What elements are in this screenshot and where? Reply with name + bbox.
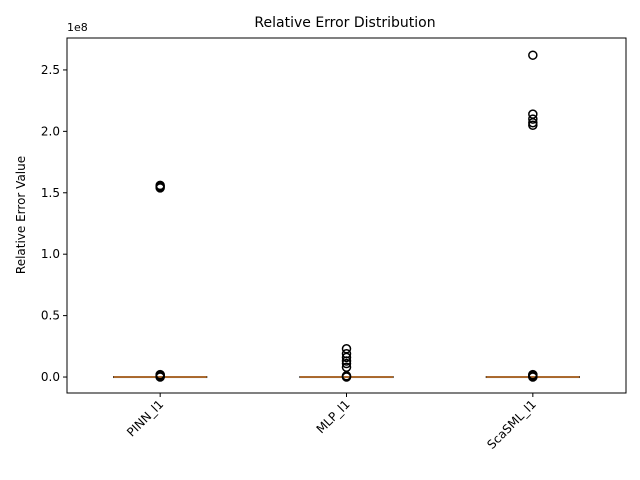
chart-title: Relative Error Distribution xyxy=(254,15,435,31)
outlier-point xyxy=(528,369,538,380)
y-axis-offset-label: 1e8 xyxy=(67,21,88,34)
y-tick-label: 1.5 xyxy=(41,186,60,200)
plot-area-frame xyxy=(66,37,627,394)
y-tick-label: 2.5 xyxy=(41,63,60,77)
y-tick-label: 0.5 xyxy=(41,309,60,323)
outlier-point xyxy=(528,114,538,124)
outlier-point xyxy=(528,109,538,119)
outlier-point xyxy=(341,362,352,372)
y-tick-label: 0.0 xyxy=(41,370,60,384)
y-axis-label: Relative Error Value xyxy=(14,156,28,274)
y-tick-label: 2.0 xyxy=(41,124,60,138)
outlier-point xyxy=(155,180,165,191)
chart-marks: 0.0 0.5 1.0 1.5 2.0 2.5 PINN_l1 MLP_l1 ScaSML_l1 xyxy=(41,50,580,452)
y-tick-label: 1.0 xyxy=(41,247,60,261)
outlier-point xyxy=(341,344,352,354)
outlier-point xyxy=(528,50,538,60)
x-tick-label: ScaSML_l1 xyxy=(484,397,539,452)
outlier-point xyxy=(341,348,352,359)
outlier-point xyxy=(155,369,165,380)
x-tick-label: MLP_l1 xyxy=(314,397,353,436)
x-tick-label: PINN_l1 xyxy=(124,397,166,439)
